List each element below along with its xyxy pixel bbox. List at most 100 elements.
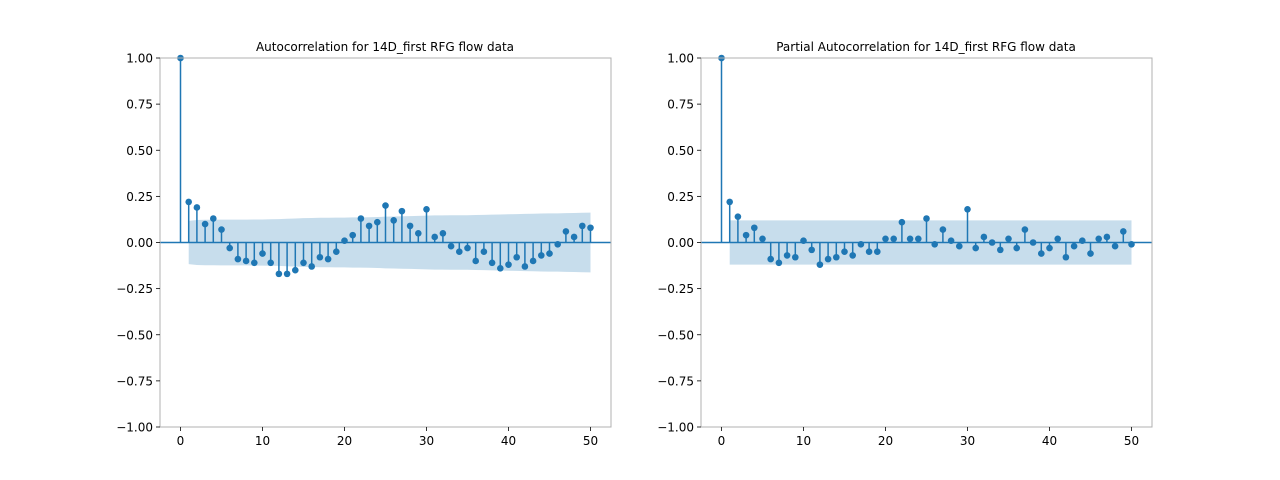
acf-point [357,215,365,222]
pacf-point [947,237,955,244]
pacf-point [931,241,938,248]
acf-point [464,244,471,252]
acf-point [267,259,275,267]
acf-point [341,237,348,244]
pacf-point [988,239,996,246]
pacf-chart: Partial Autocorrelation for 14D_first RF… [657,40,1153,448]
acf-point [562,228,570,235]
pacf-point [816,261,824,268]
pacf-y-tick-label: −0.50 [657,328,694,342]
acf-point [529,257,537,265]
pacf-x-tick-label: 40 [1042,434,1057,448]
acf-point [308,263,316,270]
acf-point [210,215,217,222]
pacf-point [939,226,947,233]
acf-y-tick-label: 1.00 [126,52,153,66]
pacf-point [874,248,881,256]
pacf-point [726,198,733,206]
pacf-point [800,237,807,244]
pacf-y-tick-label: −0.75 [657,374,694,388]
acf-point [415,229,422,237]
pacf-point [1095,235,1102,243]
pacf-point [1128,241,1135,248]
acf-point [431,233,439,241]
acf-point [218,226,225,233]
pacf-point [1070,242,1078,250]
acf-point [324,255,332,263]
acf-point [300,259,307,267]
pacf-point [775,259,783,267]
pacf-point [1087,250,1094,257]
pacf-point [857,241,865,248]
pacf-point [898,218,906,226]
pacf-point [972,244,979,252]
pacf-point [849,252,856,259]
pacf-point [734,213,742,220]
pacf-y-tick-label: 0.00 [667,236,694,250]
pacf-point [1005,235,1012,243]
pacf-point [980,233,988,241]
acf-point [538,252,545,259]
pacf-point [808,246,815,254]
pacf-point [767,255,774,263]
acf-point [587,224,594,232]
pacf-point [783,252,791,259]
pacf-y-tick-label: 1.00 [667,52,694,66]
acf-point [472,257,480,265]
acf-point [292,266,299,274]
pacf-point [1062,253,1070,261]
acf-y-tick-label: 0.75 [126,98,153,112]
acf-y-tick-label: 0.25 [126,190,153,204]
pacf-point [906,235,914,243]
acf-point [251,259,258,267]
acf-point [185,198,192,206]
pacf-point [751,224,758,232]
acf-y-tick-label: −1.00 [116,421,153,435]
pacf-x-tick-label: 30 [960,434,975,448]
pacf-y-tick-label: 0.50 [667,144,694,158]
acf-chart-title: Autocorrelation for 14D_first RFG flow d… [256,40,514,54]
acf-point [570,233,578,241]
pacf-y-tick-label: −0.25 [657,282,694,296]
acf-y-tick-label: −0.25 [116,282,153,296]
acf-point [439,229,447,237]
acf-point [447,242,455,250]
acf-point [349,231,357,239]
acf-point [374,218,381,226]
acf-point [505,261,512,268]
pacf-point [1120,228,1127,235]
acf-point [226,244,233,252]
acf-point [242,257,250,265]
acf-point [316,253,324,261]
acf-y-tick-label: −0.50 [116,328,153,342]
acf-point [398,207,406,215]
acf-point [259,250,266,257]
acf-point [333,248,340,256]
acf-point [497,265,504,272]
pacf-point [1111,242,1119,250]
acf-point [275,270,283,278]
pacf-point [1054,235,1061,243]
acf-point [521,263,529,270]
acf-point [382,202,389,209]
acf-chart: Autocorrelation for 14D_first RFG flow d… [116,40,612,448]
acf-x-tick-label: 10 [255,434,270,448]
pacf-x-tick-label: 0 [718,434,726,448]
acf-y-tick-label: 0.00 [126,236,153,250]
acf-x-tick-label: 30 [419,434,434,448]
acf-point [406,222,414,230]
pacf-x-tick-label: 20 [878,434,893,448]
acf-point [234,255,242,263]
pacf-point [882,235,889,243]
pacf-x-tick-label: 10 [796,434,811,448]
pacf-point [742,231,750,239]
acf-point [480,248,488,256]
pacf-point [841,248,848,256]
pacf-point [1103,233,1111,241]
pacf-point [865,248,873,256]
pacf-point [833,253,840,261]
acf-point [390,217,398,224]
acf-y-tick-label: −0.75 [116,374,153,388]
pacf-y-tick-label: 0.25 [667,190,694,204]
